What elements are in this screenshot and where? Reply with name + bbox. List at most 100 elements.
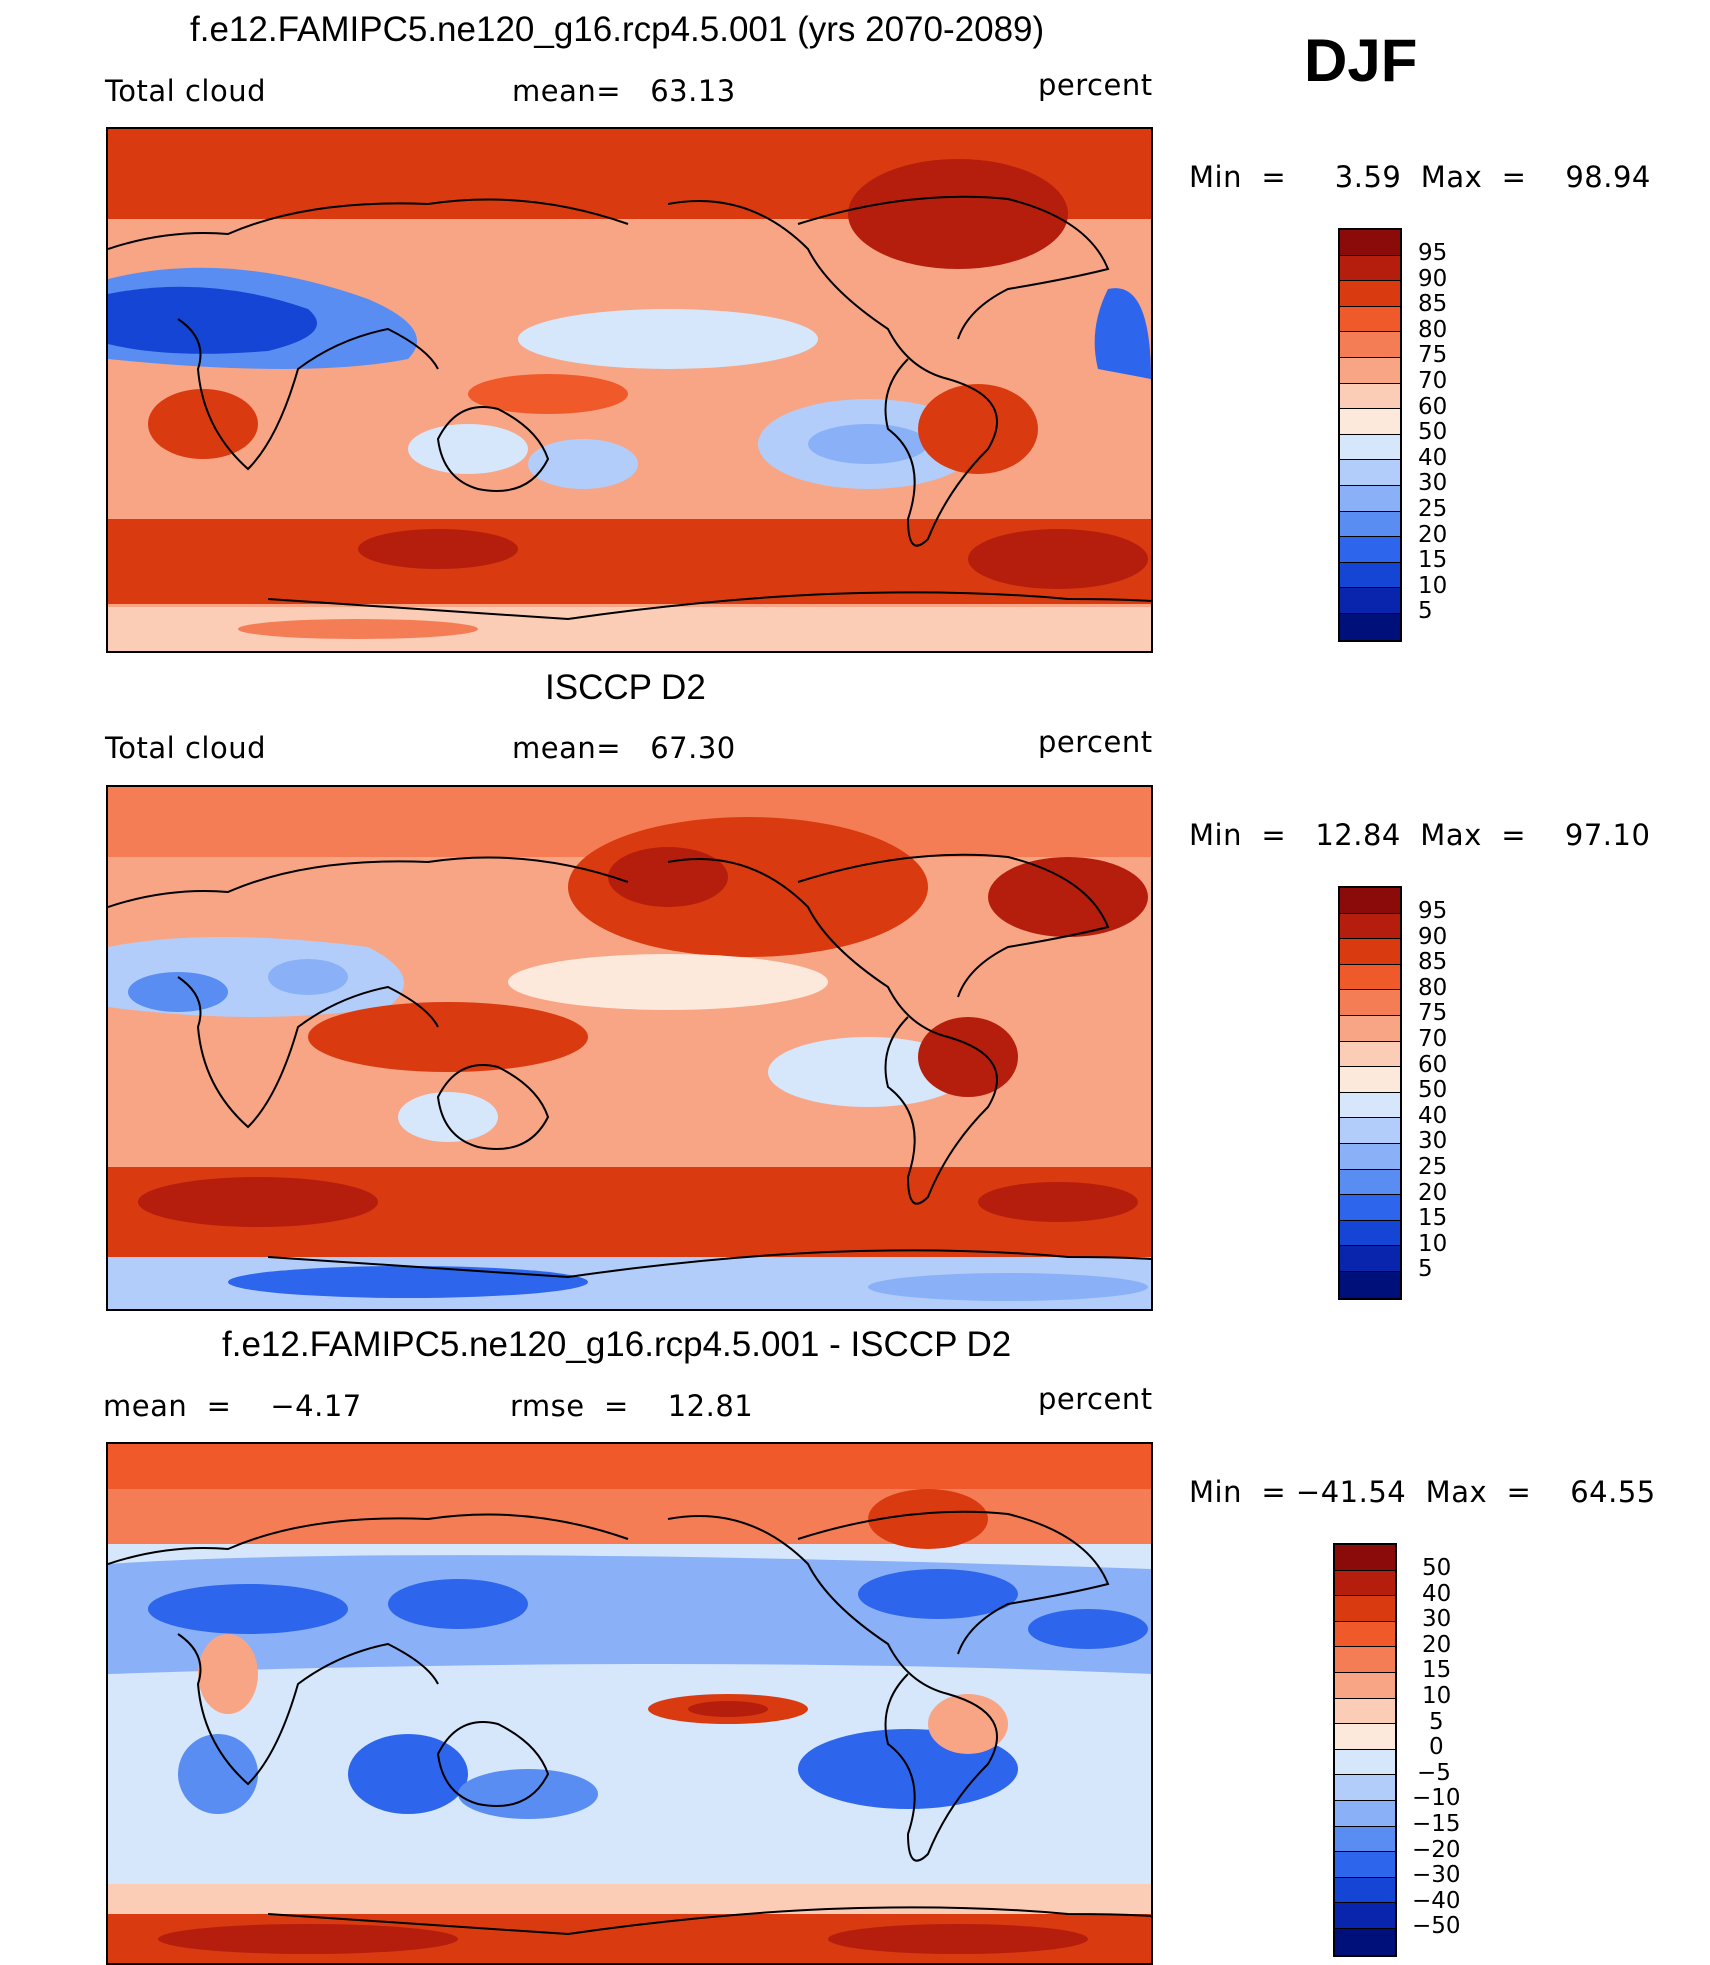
colorbar-swatch xyxy=(1340,434,1400,461)
colorbar-swatch xyxy=(1335,1903,1395,1929)
colorbar-swatch xyxy=(1335,1749,1395,1776)
colorbar-swatch xyxy=(1335,1826,1395,1853)
colorbar-swatch xyxy=(1340,1220,1400,1247)
colorbar-tick-label: −40 xyxy=(1412,1887,1461,1914)
colorbar-swatch xyxy=(1340,1041,1400,1068)
colorbar-swatch xyxy=(1335,1672,1395,1699)
colorbar-swatch xyxy=(1340,1169,1400,1196)
colorbar-swatch xyxy=(1335,1724,1395,1750)
colorbar-tick-label: 70 xyxy=(1418,368,1448,394)
colorbar-tick-label: 25 xyxy=(1418,1154,1448,1180)
colorbar-tick-label: 5 xyxy=(1418,1256,1433,1283)
colorbar-swatch xyxy=(1335,1698,1395,1725)
colorbar-tick-label: 40 xyxy=(1422,1580,1452,1607)
panel-1-variable-label: Total cloud xyxy=(105,74,266,108)
colorbar-tick-label: 15 xyxy=(1418,1205,1448,1232)
colorbar-swatch xyxy=(1340,409,1400,435)
colorbar-tick-label: 60 xyxy=(1418,393,1448,420)
colorbar-swatch xyxy=(1340,1195,1400,1221)
colorbar-swatch xyxy=(1340,383,1400,410)
colorbar-swatch xyxy=(1340,562,1400,589)
colorbar-tick-label: 95 xyxy=(1418,240,1448,266)
panel-2-map xyxy=(106,785,1153,1311)
colorbar-tick-label: 40 xyxy=(1418,444,1448,471)
colorbar-tick-label: 30 xyxy=(1418,1128,1448,1155)
panel-1-minmax: Min = 3.59 Max = 98.94 xyxy=(1189,160,1651,194)
colorbar-swatch xyxy=(1340,964,1400,991)
colorbar-tick-label: 30 xyxy=(1422,1606,1452,1633)
colorbar-tick-label: 75 xyxy=(1418,342,1448,369)
colorbar-swatch xyxy=(1340,588,1400,614)
colorbar-tick-label: 50 xyxy=(1418,419,1448,446)
panel-1-title: f.e12.FAMIPC5.ne120_g16.rcp4.5.001 (yrs … xyxy=(190,10,1045,49)
colorbar-swatch xyxy=(1335,1570,1395,1597)
panel-2-variable-label: Total cloud xyxy=(105,731,266,765)
panel-1-map-field xyxy=(108,129,1151,651)
colorbar-swatch xyxy=(1340,281,1400,307)
colorbar-swatch xyxy=(1340,1271,1400,1298)
panel-1-map xyxy=(106,127,1153,653)
colorbar-swatch xyxy=(1340,990,1400,1016)
colorbar-swatch xyxy=(1335,1545,1395,1571)
colorbar-tick-label: −50 xyxy=(1412,1913,1461,1940)
panel-3-units-label: percent xyxy=(1038,1382,1153,1416)
colorbar-swatch xyxy=(1335,1800,1395,1827)
colorbar-swatch xyxy=(1340,255,1400,282)
panel-3-rmse-label: rmse = 12.81 xyxy=(510,1389,754,1423)
colorbar-swatch xyxy=(1335,1647,1395,1673)
colorbar-tick-label: −5 xyxy=(1417,1759,1451,1786)
colorbar-tick-label: 10 xyxy=(1418,1230,1448,1257)
colorbar-tick-label: 20 xyxy=(1418,1179,1448,1206)
colorbar-tick-label: −15 xyxy=(1412,1811,1461,1837)
colorbar-tick-label: 5 xyxy=(1418,598,1433,625)
colorbar-tick-label: 25 xyxy=(1418,496,1448,522)
colorbar-tick-label: 30 xyxy=(1418,470,1448,497)
panel-2-colorbar xyxy=(1338,886,1402,1300)
colorbar-tick-label: 75 xyxy=(1418,1000,1448,1027)
colorbar-swatch xyxy=(1340,485,1400,512)
colorbar-tick-label: 95 xyxy=(1418,898,1448,924)
colorbar-tick-label: 10 xyxy=(1418,572,1448,599)
panel-1-colorbar xyxy=(1338,228,1402,642)
colorbar-tick-label: 15 xyxy=(1422,1657,1452,1684)
colorbar-swatch xyxy=(1335,1852,1395,1878)
colorbar-tick-label: 50 xyxy=(1422,1555,1452,1581)
colorbar-tick-label: 60 xyxy=(1418,1051,1448,1078)
panel-3-map xyxy=(106,1442,1153,1965)
panel-2-mean-label: mean= 67.30 xyxy=(512,731,736,765)
colorbar-tick-label: 80 xyxy=(1418,316,1448,343)
colorbar-tick-label: 40 xyxy=(1418,1102,1448,1129)
colorbar-tick-label: −30 xyxy=(1412,1862,1461,1889)
panel-3-colorbar xyxy=(1333,1543,1397,1957)
colorbar-tick-label: 20 xyxy=(1422,1631,1452,1658)
colorbar-swatch xyxy=(1335,1877,1395,1904)
colorbar-swatch xyxy=(1340,357,1400,384)
panel-3-title: f.e12.FAMIPC5.ne120_g16.rcp4.5.001 - ISC… xyxy=(222,1325,1012,1364)
colorbar-swatch xyxy=(1340,1118,1400,1144)
colorbar-swatch xyxy=(1340,332,1400,358)
colorbar-swatch xyxy=(1340,1067,1400,1093)
colorbar-tick-label: 90 xyxy=(1418,265,1448,292)
colorbar-tick-label: 90 xyxy=(1418,923,1448,950)
panel-2-title: ISCCP D2 xyxy=(545,668,706,707)
colorbar-tick-label: 50 xyxy=(1418,1077,1448,1104)
colorbar-tick-label: 20 xyxy=(1418,521,1448,548)
panel-3-mean-label: mean = −4.17 xyxy=(103,1389,362,1423)
panel-3-map-field xyxy=(108,1444,1151,1963)
colorbar-tick-label: 5 xyxy=(1429,1708,1444,1735)
colorbar-swatch xyxy=(1340,1246,1400,1272)
colorbar-tick-label: 0 xyxy=(1429,1734,1444,1761)
colorbar-tick-label: 15 xyxy=(1418,547,1448,574)
panel-3-minmax: Min = −41.54 Max = 64.55 xyxy=(1189,1475,1656,1509)
colorbar-swatch xyxy=(1340,613,1400,640)
colorbar-swatch xyxy=(1340,1015,1400,1042)
colorbar-tick-label: 80 xyxy=(1418,974,1448,1001)
colorbar-swatch xyxy=(1335,1928,1395,1955)
colorbar-swatch xyxy=(1340,511,1400,538)
colorbar-tick-label: 10 xyxy=(1422,1683,1452,1709)
colorbar-tick-label: 70 xyxy=(1418,1026,1448,1052)
colorbar-swatch xyxy=(1335,1596,1395,1622)
season-label: DJF xyxy=(1304,27,1418,94)
panel-1-units-label: percent xyxy=(1038,68,1153,102)
colorbar-tick-label: −20 xyxy=(1412,1836,1461,1863)
